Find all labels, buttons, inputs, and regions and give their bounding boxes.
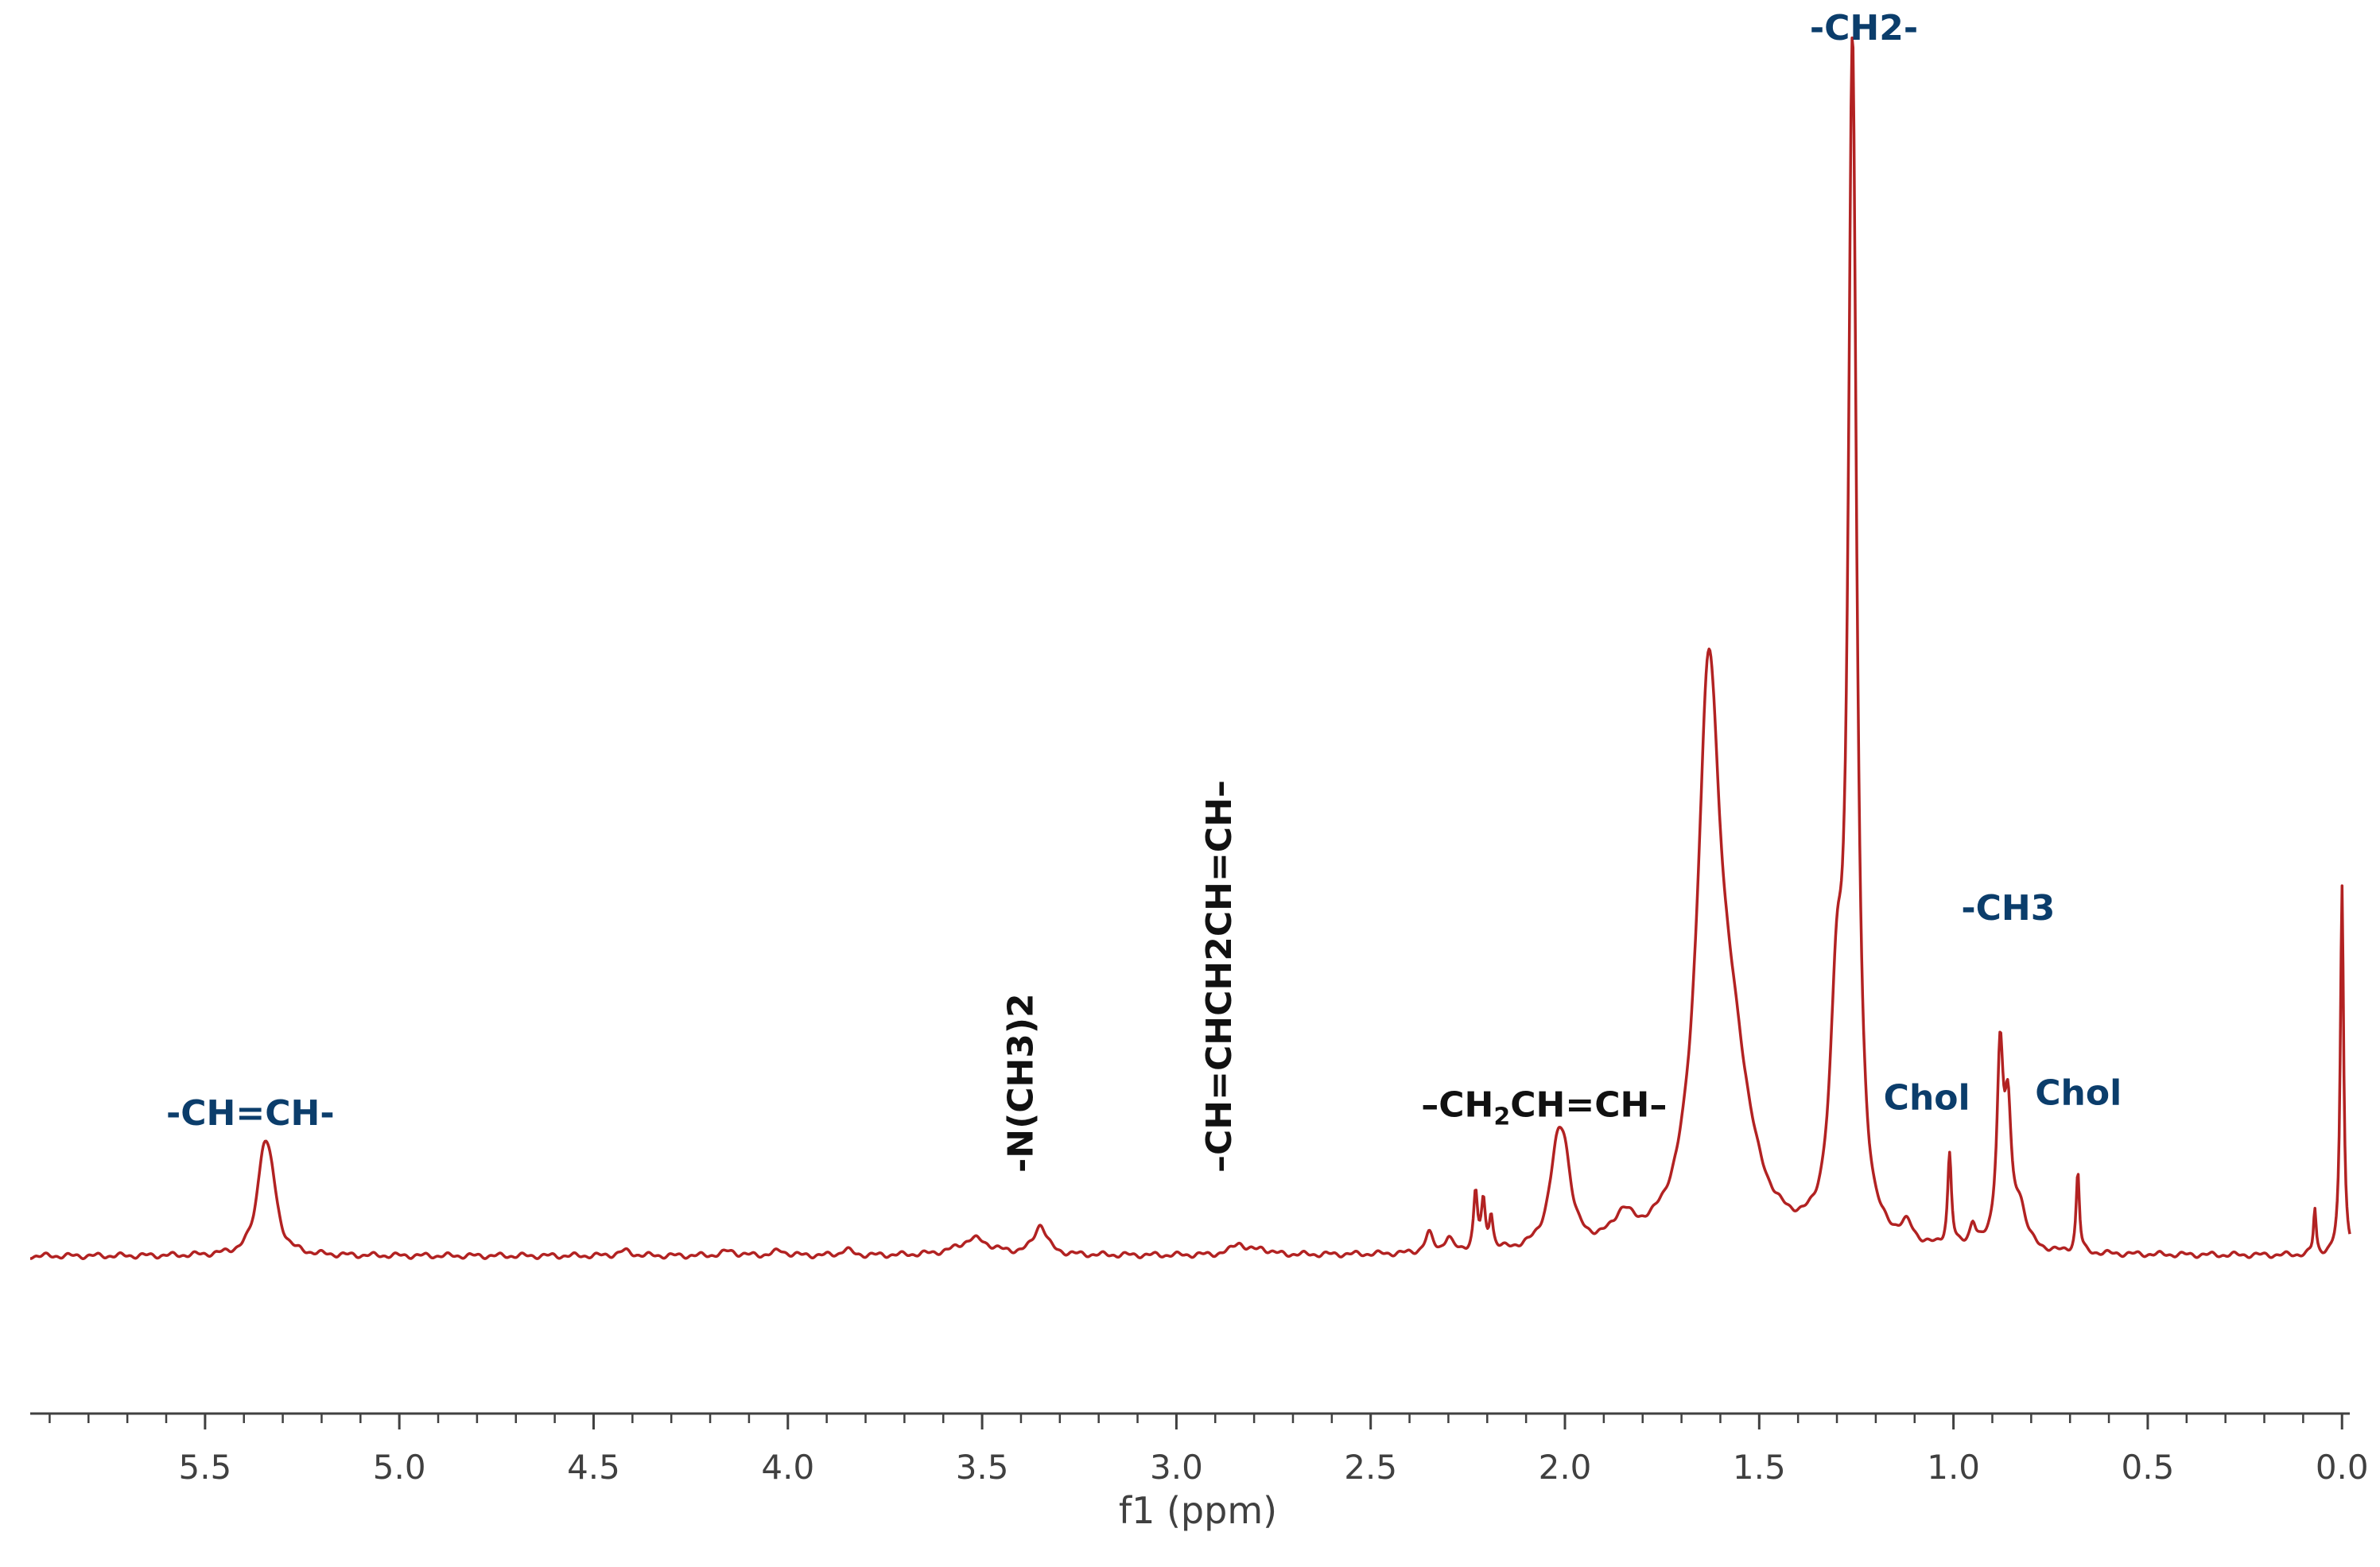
peak-annotations: -CH=CH- -N(CH3)2 –CH=CHCH2CH=CH– –CH2CH=CH–… (166, 8, 2122, 1173)
x-axis-title: f1 (ppm) (1119, 1489, 1277, 1532)
x-tick-label: 0.0 (2316, 1448, 2369, 1487)
peak-annotation: -CH=CH- (166, 1093, 335, 1134)
x-tick-label: 2.0 (1539, 1448, 1592, 1487)
peak-annotation: Chol (2035, 1073, 2122, 1114)
x-tick-label: 0.5 (2122, 1448, 2175, 1487)
x-major-ticks (204, 1414, 2343, 1429)
peak-annotation: -CH2- (1810, 8, 1918, 48)
x-tick-label: 4.5 (567, 1448, 620, 1487)
x-tick-label: 5.5 (178, 1448, 231, 1487)
peak-annotation: –CH=CHCH2CH=CH– (1199, 780, 1240, 1173)
peak-annotation: Chol (1884, 1078, 1970, 1119)
x-tick-label: 4.0 (761, 1448, 814, 1487)
x-tick-label: 3.0 (1150, 1448, 1203, 1487)
x-tick-label: 3.5 (956, 1448, 1009, 1487)
peak-annotation: -N(CH3)2 (1001, 993, 1042, 1173)
x-minor-ticks (49, 1414, 2343, 1423)
x-tick-labels: 5.5 5.0 4.5 4.0 3.5 3.0 2.5 2.0 1.5 1.0 0.5 0.0 (178, 1448, 2368, 1487)
x-tick-label: 5.0 (373, 1448, 426, 1487)
x-tick-label: 1.5 (1733, 1448, 1786, 1487)
peak-annotation: -CH3 (1961, 888, 2055, 929)
x-tick-label: 2.5 (1344, 1448, 1397, 1487)
peak-annotation: –CH2CH=CH– (1421, 1085, 1667, 1131)
x-tick-label: 1.0 (1927, 1448, 1980, 1487)
spectrum-line (29, 36, 2351, 1261)
plot-area (29, 36, 2351, 1261)
x-axis: 5.5 5.0 4.5 4.0 3.5 3.0 2.5 2.0 1.5 1.0 0.5 0.0 f1 … (30, 1412, 2369, 1532)
